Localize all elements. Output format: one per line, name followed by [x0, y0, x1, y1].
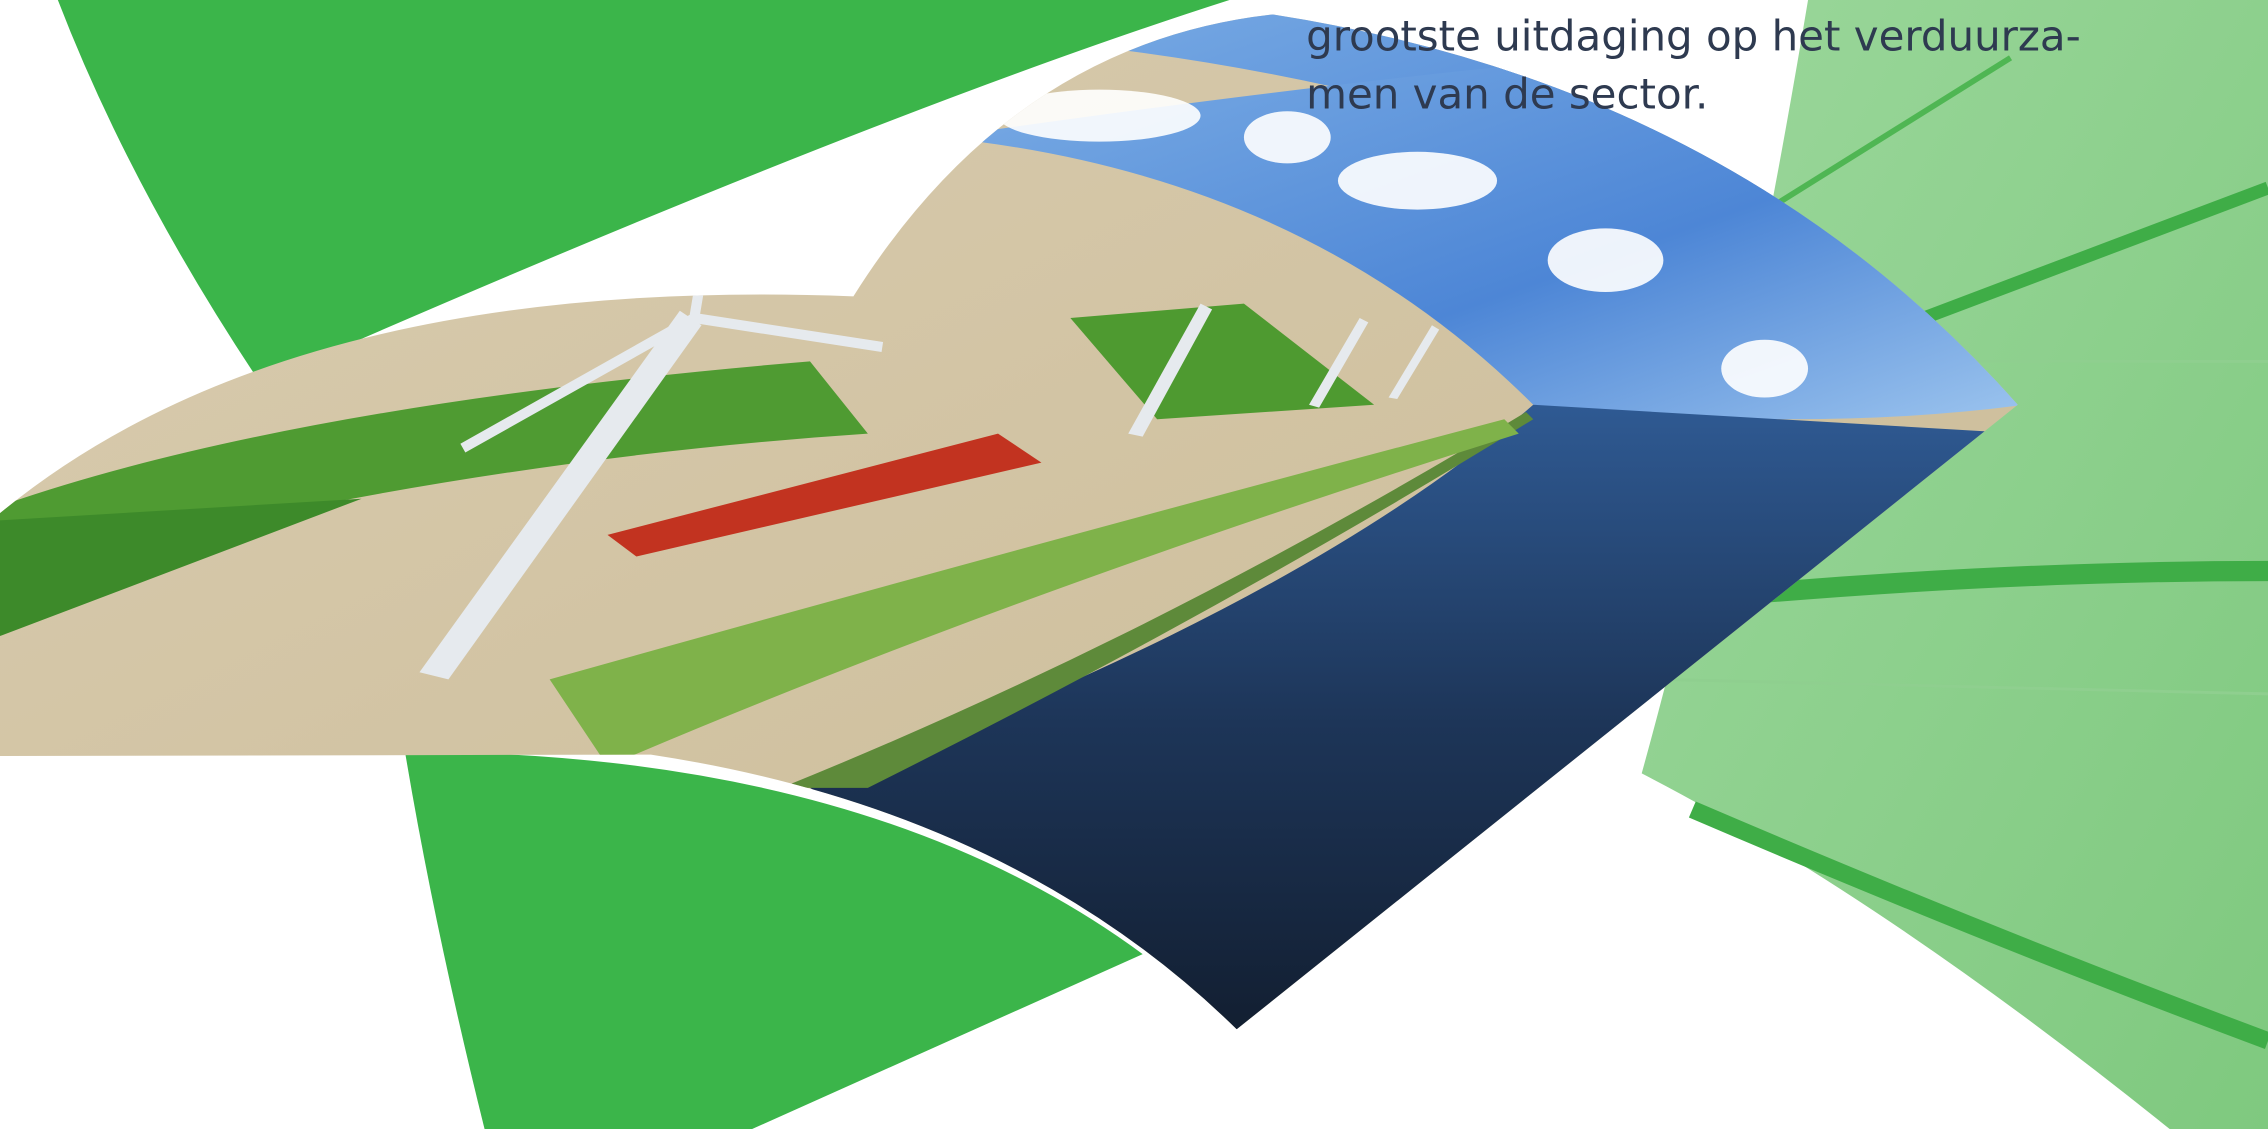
- body-text-line: men van de sector.: [1306, 69, 1708, 118]
- body-text-line: grootste uitdaging op het verduurza-: [1306, 12, 2081, 61]
- green-shape: [57, 0, 1230, 384]
- green-shape: [405, 751, 1143, 1129]
